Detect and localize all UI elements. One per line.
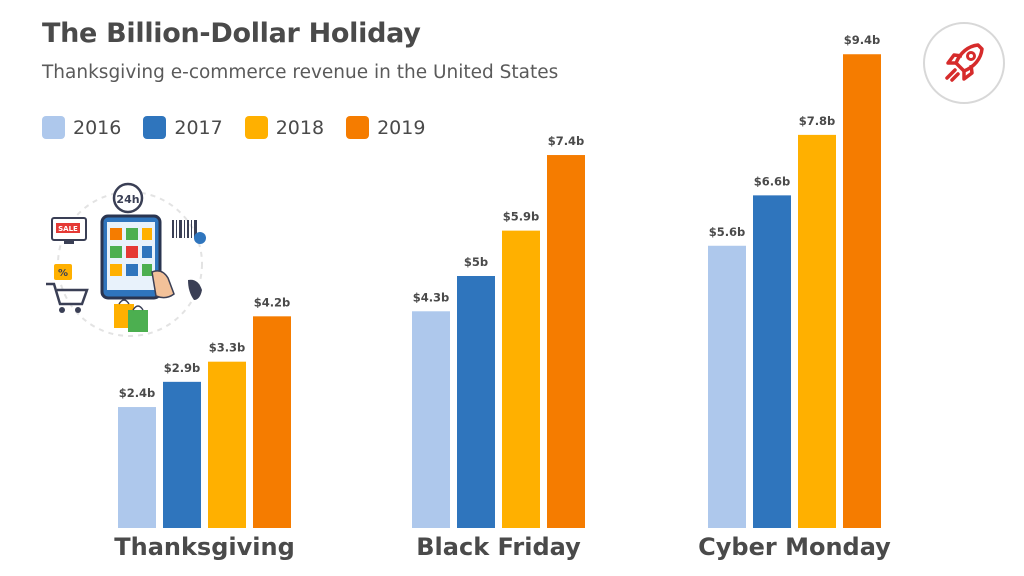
shopping-bags-icon (114, 299, 148, 332)
legend-label-2016: 2016 (73, 116, 122, 139)
bar-thanksgiving-2018 (208, 361, 246, 528)
data-label: $2.4b (119, 386, 156, 400)
cart-icon (46, 282, 89, 313)
legend-item-2019: 2019 (346, 116, 425, 139)
data-label: $2.9b (164, 361, 201, 375)
bar-cyber-monday-2019 (843, 54, 881, 529)
bar-black-friday-2019 (547, 155, 585, 529)
chart-subtitle: Thanksgiving e-commerce revenue in the U… (42, 62, 559, 83)
bar-black-friday-2018 (502, 230, 540, 528)
legend-swatch-2018 (244, 116, 268, 139)
percent-tag-icon: % (54, 264, 72, 280)
bar-cyber-monday-2018 (798, 134, 836, 528)
data-label: $7.8b (799, 114, 836, 128)
data-label: $5b (464, 255, 488, 269)
barcode-icon (172, 220, 206, 244)
ecommerce-illustration: SALE 24h % (46, 182, 206, 337)
legend-item-2016: 2016 (42, 116, 121, 139)
legend-item-2018: 2018 (244, 116, 325, 139)
bar-cyber-monday-2016 (708, 245, 746, 528)
legend: 2016 2017 2018 2019 (42, 116, 447, 139)
tablet-icon (100, 214, 162, 300)
legend-swatch-2016 (42, 116, 65, 139)
data-label: $3.3b (209, 341, 246, 355)
bar-thanksgiving-2019 (253, 316, 291, 528)
category-label: Thanksgiving (114, 533, 295, 561)
hand-icon (151, 270, 175, 299)
data-label: $7.4b (548, 134, 585, 148)
monitor-sale-icon: SALE (51, 217, 87, 244)
data-label: $9.4b (844, 33, 881, 47)
chart-title: The Billion-Dollar Holiday (42, 18, 421, 49)
legend-swatch-2017 (143, 116, 167, 139)
bar-thanksgiving-2017 (163, 381, 201, 528)
data-label: $4.2b (254, 295, 291, 309)
legend-swatch-2019 (346, 116, 370, 139)
clock-label: 24h (116, 193, 139, 206)
bar-black-friday-2017 (457, 276, 495, 528)
legend-item-2017: 2017 (143, 116, 223, 139)
data-label: $4.3b (413, 290, 450, 304)
phone-icon (188, 279, 202, 300)
percent-tag: % (58, 268, 68, 279)
rocket-icon (945, 43, 984, 82)
legend-label-2018: 2018 (275, 116, 325, 139)
legend-label-2019: 2019 (377, 116, 426, 139)
clock-24h-icon: 24h (112, 182, 144, 214)
data-label: $5.6b (709, 225, 746, 239)
bar-cyber-monday-2017 (753, 195, 791, 529)
bar-black-friday-2016 (412, 311, 450, 528)
logo-badge (923, 22, 1005, 104)
data-label: $6.6b (754, 174, 791, 188)
category-label: Cyber Monday (698, 533, 891, 561)
category-label: Black Friday (416, 533, 581, 561)
sale-tag: SALE (58, 225, 78, 233)
legend-label-2017: 2017 (174, 116, 223, 139)
data-label: $5.9b (503, 210, 540, 224)
bar-thanksgiving-2016 (118, 407, 156, 528)
